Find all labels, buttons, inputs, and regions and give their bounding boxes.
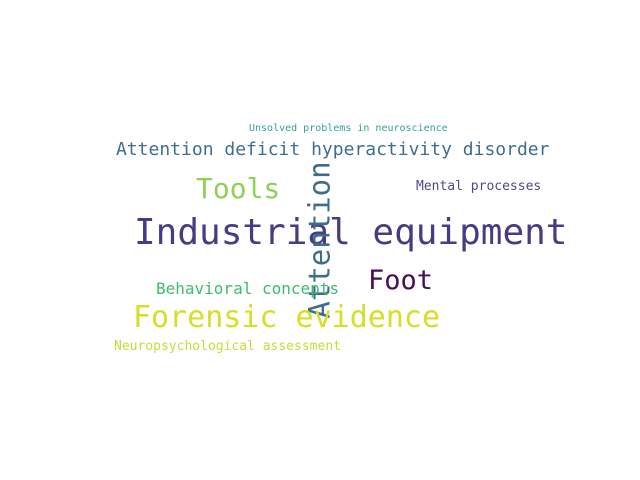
word-behavioral-concepts: Behavioral concepts [156,279,340,298]
word-mental-processes: Mental processes [416,179,542,194]
word-attention-rotated: Attention [0,0,337,318]
word-foot: Foot [368,265,434,296]
word-neuropsychological-assessment: Neuropsychological assessment [114,339,341,354]
word-attention-deficit-hyperactivity-disorder: Attention deficit hyperactivity disorder [116,139,550,160]
word-unsolved-problems-in-neuroscience: Unsolved problems in neuroscience [249,123,448,134]
word-forensic-evidence: Forensic evidence [133,300,441,335]
word-industrial-equipment: Industrial equipment [134,212,568,253]
word-tools: Tools [196,172,281,205]
